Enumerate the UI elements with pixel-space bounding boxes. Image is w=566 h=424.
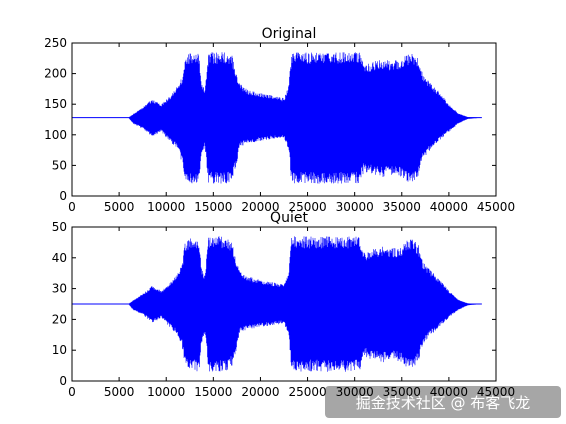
x-tick-label: 5000 bbox=[104, 200, 135, 214]
x-tick-label: 10000 bbox=[147, 385, 185, 399]
plot-title: Original bbox=[262, 26, 317, 42]
y-tick-label: 150 bbox=[44, 97, 67, 111]
plot-title: Quiet bbox=[270, 210, 308, 226]
y-tick-label: 0 bbox=[59, 374, 67, 388]
y-tick-label: 0 bbox=[59, 189, 67, 203]
x-tick-label: 45000 bbox=[477, 385, 515, 399]
x-tick-label: 0 bbox=[68, 385, 76, 399]
x-tick-label: 30000 bbox=[336, 385, 374, 399]
x-tick-label: 25000 bbox=[288, 200, 326, 214]
y-tick-label: 50 bbox=[52, 158, 67, 172]
axes-frame bbox=[71, 42, 497, 197]
x-tick-label: 5000 bbox=[104, 385, 135, 399]
y-tick-label: 100 bbox=[44, 128, 67, 142]
x-tick-label: 0 bbox=[68, 200, 76, 214]
x-tick-label: 10000 bbox=[147, 200, 185, 214]
x-tick-label: 25000 bbox=[288, 385, 326, 399]
x-tick-label: 40000 bbox=[430, 200, 468, 214]
y-tick-label: 10 bbox=[52, 343, 67, 357]
x-tick-label: 35000 bbox=[383, 200, 421, 214]
x-tick-label: 15000 bbox=[194, 200, 232, 214]
watermark-text: 掘金技术社区 @ 布客飞龙 bbox=[356, 394, 531, 412]
watermark: 掘金技术社区 @ 布客飞龙 bbox=[325, 386, 561, 418]
x-tick-label: 15000 bbox=[194, 385, 232, 399]
waveform bbox=[72, 52, 482, 184]
y-tick-label: 250 bbox=[44, 36, 67, 50]
axes-frame bbox=[71, 226, 497, 382]
y-tick-label: 50 bbox=[52, 220, 67, 234]
y-tick-label: 200 bbox=[44, 67, 67, 81]
y-tick-label: 20 bbox=[52, 312, 67, 326]
plot-original: Original 0 5000 10000 15000 20000 25000 30000 3… bbox=[44, 26, 515, 214]
y-tick-label: 40 bbox=[52, 251, 67, 265]
waveform bbox=[72, 236, 482, 372]
x-tick-label: 20000 bbox=[241, 200, 279, 214]
y-tick-label: 30 bbox=[52, 282, 67, 296]
x-tick-label: 45000 bbox=[477, 200, 515, 214]
axis-ticks: 0 5000 10000 15000 20000 25000 30000 35000 40000… bbox=[44, 36, 515, 214]
x-tick-label: 40000 bbox=[430, 385, 468, 399]
watermark-backdrop bbox=[325, 386, 561, 418]
x-tick-label: 35000 bbox=[383, 385, 421, 399]
x-tick-label: 20000 bbox=[241, 385, 279, 399]
plot-quiet: Quiet 0 5000 10000 15000 20000 25000 30000 3500… bbox=[52, 210, 515, 399]
x-tick-label: 30000 bbox=[336, 200, 374, 214]
